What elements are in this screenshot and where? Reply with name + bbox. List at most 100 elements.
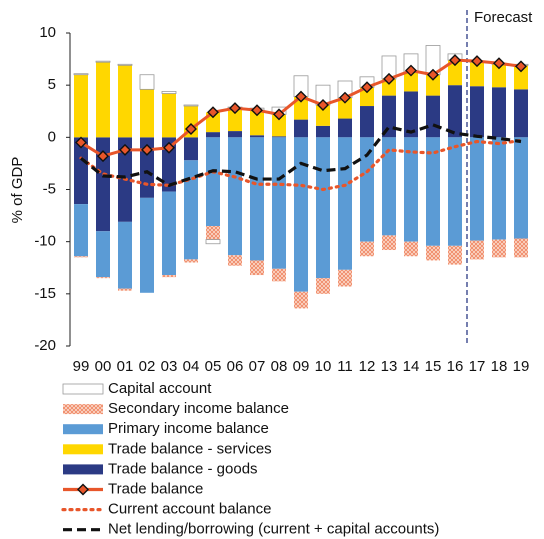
bar-segment [492, 137, 506, 240]
bar-segment [338, 269, 352, 287]
x-tick-label: 08 [271, 358, 288, 375]
bar-segment [426, 95, 440, 138]
bar-segment [73, 73, 89, 76]
bar-segment [272, 114, 286, 137]
bar-segment [514, 65, 528, 90]
bar-segment [228, 255, 242, 266]
x-tick-label: 04 [183, 358, 200, 375]
bar-segment [74, 137, 88, 205]
bar-segment [140, 89, 154, 138]
bar-segment [272, 137, 286, 269]
bar-segment [95, 60, 111, 63]
bar-segment [382, 235, 396, 251]
bar-segment [382, 137, 396, 236]
x-tick-label: 00 [95, 358, 112, 375]
bar-segment [184, 137, 198, 161]
bar-segment [206, 226, 220, 240]
legend-swatch [63, 424, 103, 435]
line-marker [273, 108, 285, 121]
legend-label: Trade balance - goods [108, 460, 258, 477]
bar-segment [118, 221, 132, 289]
x-tick-label: 06 [227, 358, 244, 375]
bar-segment [162, 275, 176, 278]
y-tick-label: -20 [34, 337, 56, 354]
x-tick-label: 99 [73, 358, 90, 375]
bar-segment [74, 74, 88, 138]
bar-segment [492, 87, 506, 138]
y-tick-label: -10 [34, 233, 56, 250]
line-marker [383, 72, 395, 85]
bar-segment [139, 74, 155, 90]
legend-label: Primary income balance [108, 420, 269, 437]
bar-segment [184, 259, 198, 263]
y-tick-label: 0 [48, 128, 56, 145]
bar-segment [294, 137, 308, 292]
bar-segment [360, 241, 374, 257]
x-tick-label: 10 [315, 358, 332, 375]
bar-segment [426, 137, 440, 246]
x-tick-label: 12 [359, 358, 376, 375]
legend-swatch [62, 383, 104, 395]
x-tick-label: 03 [161, 358, 178, 375]
bar-segment [96, 277, 110, 279]
y-tick-label: -15 [34, 285, 56, 302]
bar-segment [162, 137, 176, 192]
bar-segment [404, 72, 418, 92]
line-marker [141, 143, 153, 156]
bar-segment [404, 91, 418, 138]
bar-segment [272, 136, 286, 138]
bar-segment [96, 137, 110, 232]
bar-segment [448, 245, 462, 265]
bar-segment [140, 137, 154, 198]
bar-segment [470, 86, 484, 138]
x-tick-label: 11 [337, 358, 353, 375]
bar-segment [294, 291, 308, 309]
bar-segment [228, 131, 242, 138]
bar-segment [448, 60, 462, 86]
line-marker [119, 143, 131, 156]
bar-segment [470, 62, 484, 87]
legend-label: Trade balance - services [108, 440, 272, 457]
bar-segment [96, 231, 110, 278]
bar-segment [360, 106, 374, 138]
bar-segment [162, 93, 176, 138]
bar-segment [74, 204, 88, 257]
bar-segment [140, 197, 154, 293]
bar-segment [228, 108, 242, 132]
x-tick-label: 16 [447, 358, 464, 375]
bar-segment [294, 119, 308, 138]
line-marker [295, 90, 307, 103]
bar-segment [426, 245, 440, 261]
x-tick-label: 13 [381, 358, 398, 375]
line-marker [207, 106, 219, 119]
line-marker [361, 81, 373, 94]
x-tick-label: 09 [293, 358, 310, 375]
bar-segment [206, 132, 220, 138]
bar-segment [272, 268, 286, 282]
legend-swatch [63, 404, 103, 415]
bar-segment [184, 160, 198, 260]
x-tick-label: 15 [425, 358, 442, 375]
line-marker [449, 54, 461, 67]
bar-segment [294, 96, 308, 120]
x-tick-label: 07 [249, 358, 266, 375]
x-tick-label: 14 [403, 358, 420, 375]
forecast-label: Forecast [474, 9, 533, 26]
bar-segment [514, 137, 528, 239]
legend-label: Current account balance [108, 501, 271, 518]
lines [75, 54, 527, 192]
bar-segment [250, 135, 264, 138]
bar-segment [492, 64, 506, 88]
bar-segment [338, 118, 352, 138]
line-marker [339, 91, 351, 104]
bar-segment [250, 260, 264, 276]
bar-segment [96, 62, 110, 138]
bar-segment [250, 137, 264, 261]
x-tick-label: 19 [513, 358, 530, 375]
legend-marker [77, 483, 89, 496]
bar-segment [448, 137, 462, 246]
line-series [79, 123, 522, 188]
bar-segment [162, 191, 176, 276]
legend-label: Secondary income balance [108, 400, 289, 417]
